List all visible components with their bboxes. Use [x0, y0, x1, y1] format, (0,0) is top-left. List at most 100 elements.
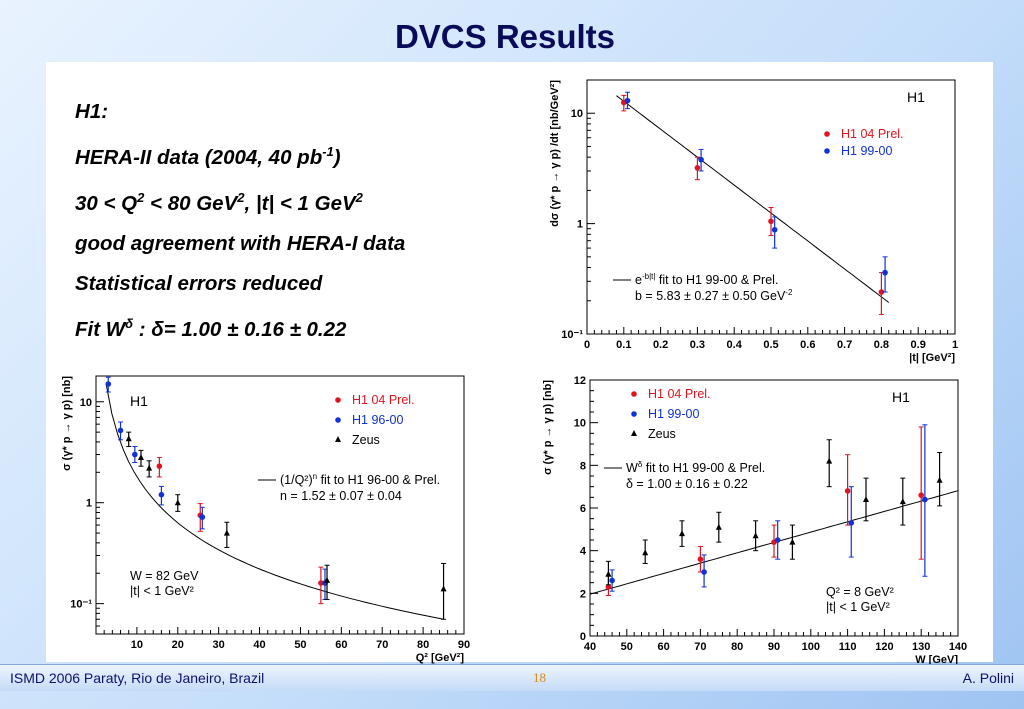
summary-l4: good agreement with HERA-I data: [75, 231, 406, 255]
data-point-circle: [624, 97, 631, 104]
summary-l2a: HERA-II data (2004, 40 pb: [75, 145, 323, 169]
data-point-circle: [605, 584, 612, 590]
summary-l3b: < 80 GeV: [144, 191, 238, 215]
footer-author: A. Polini: [962, 670, 1014, 686]
x-tick-label: 1: [952, 339, 958, 351]
summary-l6-sup: δ: [125, 315, 134, 331]
x-tick-label: 0.6: [800, 339, 815, 351]
data-point-circle: [609, 577, 615, 584]
legend-label: H1 04 Prel.: [841, 127, 904, 141]
x-tick-label: 0.1: [616, 339, 631, 351]
y-tick-label: 1: [577, 219, 583, 231]
legend-label: Zeus: [648, 427, 676, 441]
legend-label: H1 96-00: [352, 413, 403, 427]
fit-legend-label: Wδ fit to H1 99-00 & Prel.: [626, 460, 765, 475]
data-point-circle: [117, 427, 124, 434]
data-point-triangle: [440, 585, 447, 592]
chart-note: |t| < 1 GeV²: [826, 600, 890, 614]
legend-label: H1 04 Prel.: [352, 393, 415, 407]
summary-line-4: good agreement with HERA-I data: [75, 224, 535, 264]
data-point-circle: [158, 491, 165, 498]
data-point-triangle: [899, 498, 906, 505]
chart-t-dependence: 0 0.1 0.2 0.3 0.4 0.5 0.6 0.7 0.8 0.9 1 10⁻¹ 1 10 |t| …: [549, 79, 958, 364]
x-tick-label: 40: [584, 641, 596, 653]
data-point-triangle: [715, 523, 722, 530]
data-point-circle: [132, 451, 138, 458]
data-point-triangle: [863, 495, 869, 502]
summary-l3-sup1: 2: [137, 189, 145, 205]
x-tick-label: 70: [376, 639, 388, 651]
x-tick-label: 50: [294, 639, 306, 651]
legend-marker: [824, 148, 830, 154]
x-tick-label: 0.7: [837, 339, 852, 351]
x-tick-label: 110: [839, 641, 857, 653]
chart-note: W = 82 GeV: [130, 569, 199, 583]
legend-marker: [631, 391, 637, 397]
y-tick-label: 10⁻¹: [70, 599, 92, 611]
footer-page-number: 18: [533, 670, 546, 685]
data-point-circle: [318, 580, 324, 586]
plot-frame: [95, 375, 465, 635]
y-tick-label: 0: [580, 631, 586, 643]
x-axis-title: Q² [GeV²]: [416, 652, 465, 664]
y-axis-title: σ (γ* p → γ p) [nb]: [542, 380, 554, 475]
data-point-circle: [701, 569, 707, 575]
x-tick-label: 140: [949, 641, 967, 653]
x-tick-label: 90: [458, 639, 470, 651]
y-tick-label: 10: [574, 418, 586, 430]
data-point-circle: [698, 156, 704, 163]
y-tick-label: 4: [580, 546, 587, 558]
summary-text: H1: HERA-II data (2004, 40 pb-1) 30 < Q2…: [75, 92, 535, 349]
chart-note: |t| < 1 GeV²: [130, 584, 194, 598]
y-tick-label: 1: [86, 498, 92, 510]
fit-legend-label: (1/Q²)n fit to H1 96-00 & Prel.: [280, 472, 440, 487]
h1-tag: H1: [907, 89, 925, 105]
summary-line-3: 30 < Q2 < 80 GeV2, |t| < 1 GeV2: [75, 178, 535, 224]
legend-marker: [631, 430, 637, 436]
summary-l3-sup2: 2: [237, 189, 245, 205]
summary-l2b: ): [333, 145, 341, 169]
x-tick-label: 70: [694, 641, 706, 653]
legend-marker: [335, 436, 341, 442]
footer: ISMD 2006 Paraty, Rio de Janeiro, Brazil…: [0, 664, 1024, 691]
summary-l1: H1:: [75, 100, 109, 123]
legend-marker: [631, 411, 637, 417]
x-tick-label: 40: [253, 639, 265, 651]
y-tick-label: 10⁻¹: [561, 329, 583, 341]
data-point-circle: [848, 520, 855, 526]
x-tick-label: 120: [875, 641, 893, 653]
fit-parameters: δ = 1.00 ± 0.16 ± 0.22: [626, 477, 748, 491]
data-point-triangle: [605, 570, 612, 577]
summary-l3a: 30 < Q: [75, 191, 138, 215]
data-point-triangle: [752, 532, 759, 539]
data-point-circle: [844, 488, 851, 494]
summary-l6b: : δ= 1.00 ± 0.16 ± 0.22: [133, 317, 347, 341]
data-point-circle: [156, 463, 163, 469]
legend-label: H1 04 Prel.: [648, 387, 711, 401]
x-tick-label: 130: [912, 641, 930, 653]
y-tick-label: 12: [574, 375, 586, 387]
data-point-circle: [771, 226, 778, 233]
data-point-triangle: [137, 454, 144, 461]
data-point-triangle: [174, 499, 181, 506]
data-point-circle: [199, 514, 206, 520]
data-point-triangle: [324, 576, 331, 583]
x-tick-label: 30: [213, 639, 225, 651]
data-point-circle: [882, 269, 888, 276]
x-tick-label: 0.3: [690, 339, 705, 351]
y-tick-label: 8: [580, 460, 586, 472]
summary-line-6: Fit Wδ : δ= 1.00 ± 0.16 ± 0.22: [75, 304, 535, 350]
chart-note: Q² = 8 GeV²: [826, 585, 894, 599]
data-point-triangle: [789, 538, 796, 545]
x-tick-label: 90: [768, 641, 780, 653]
x-tick-label: 60: [657, 641, 669, 653]
x-tick-label: 60: [335, 639, 347, 651]
fit-curve: [105, 384, 444, 620]
x-tick-label: 80: [417, 639, 429, 651]
summary-line-1: H1:: [75, 92, 535, 132]
h1-tag: H1: [892, 389, 910, 405]
x-tick-label: 0.9: [911, 339, 926, 351]
fit-curve: [616, 95, 890, 303]
legend-marker: [335, 417, 341, 423]
y-tick-label: 6: [580, 503, 586, 515]
